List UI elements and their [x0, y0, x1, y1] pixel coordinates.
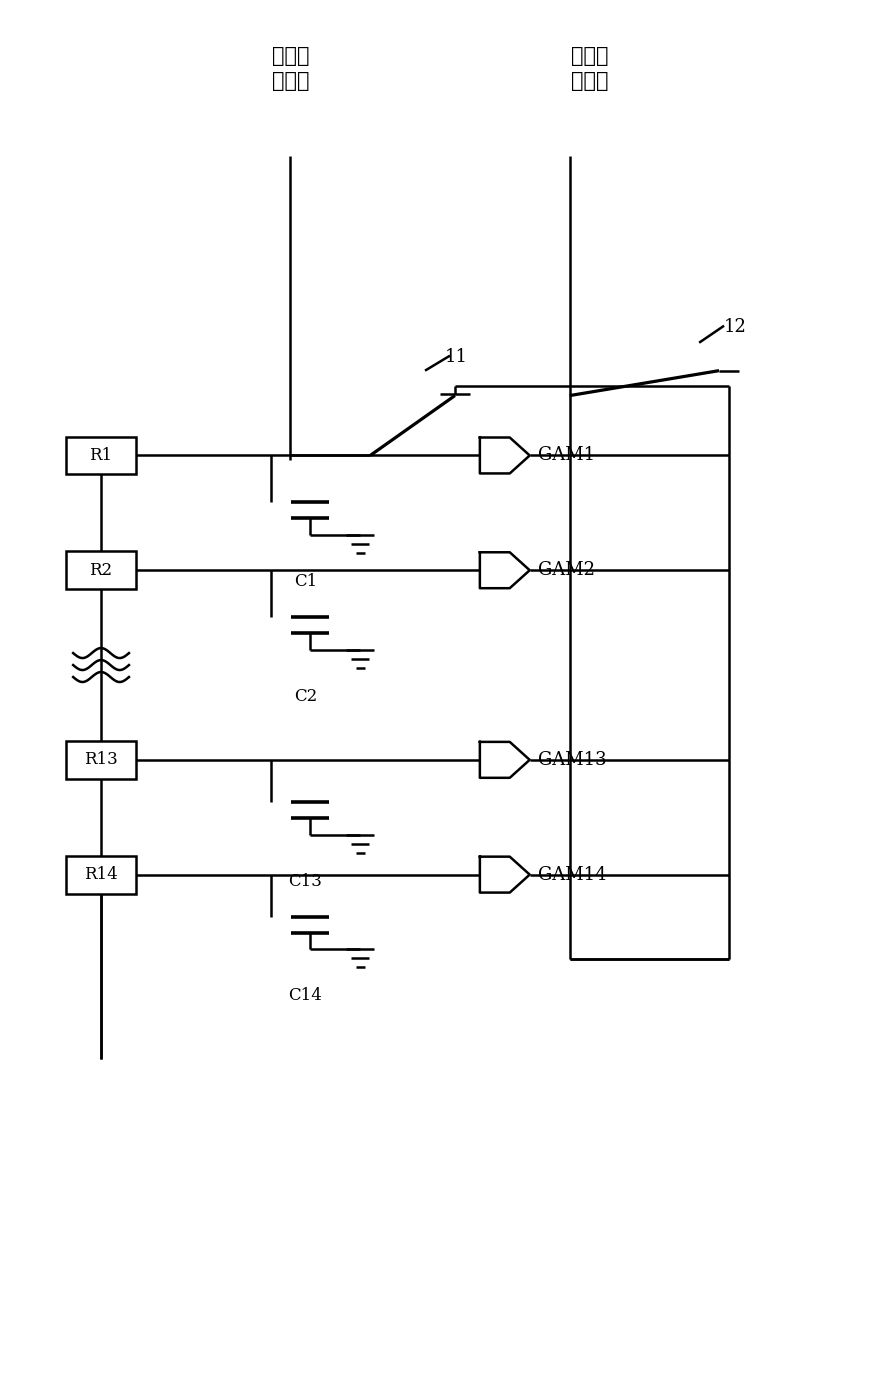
Text: C2: C2: [294, 688, 317, 705]
FancyBboxPatch shape: [66, 551, 136, 590]
FancyBboxPatch shape: [66, 855, 136, 894]
Text: GAM1: GAM1: [538, 447, 595, 465]
Text: GAM13: GAM13: [538, 751, 607, 769]
Text: R1: R1: [90, 447, 113, 463]
FancyBboxPatch shape: [66, 741, 136, 778]
Text: C13: C13: [288, 873, 322, 890]
Text: C1: C1: [294, 573, 317, 590]
Text: R13: R13: [84, 751, 118, 769]
Text: 12: 12: [724, 318, 747, 336]
Text: 第二控
制信号: 第二控 制信号: [571, 47, 608, 91]
Text: 11: 11: [445, 348, 468, 366]
Text: GAM2: GAM2: [538, 561, 595, 579]
FancyBboxPatch shape: [66, 436, 136, 474]
Text: R14: R14: [84, 866, 118, 883]
Text: GAM14: GAM14: [538, 866, 606, 884]
Text: R2: R2: [90, 562, 113, 579]
Text: 第一控
制信号: 第一控 制信号: [272, 47, 309, 91]
Text: C14: C14: [288, 987, 322, 1004]
